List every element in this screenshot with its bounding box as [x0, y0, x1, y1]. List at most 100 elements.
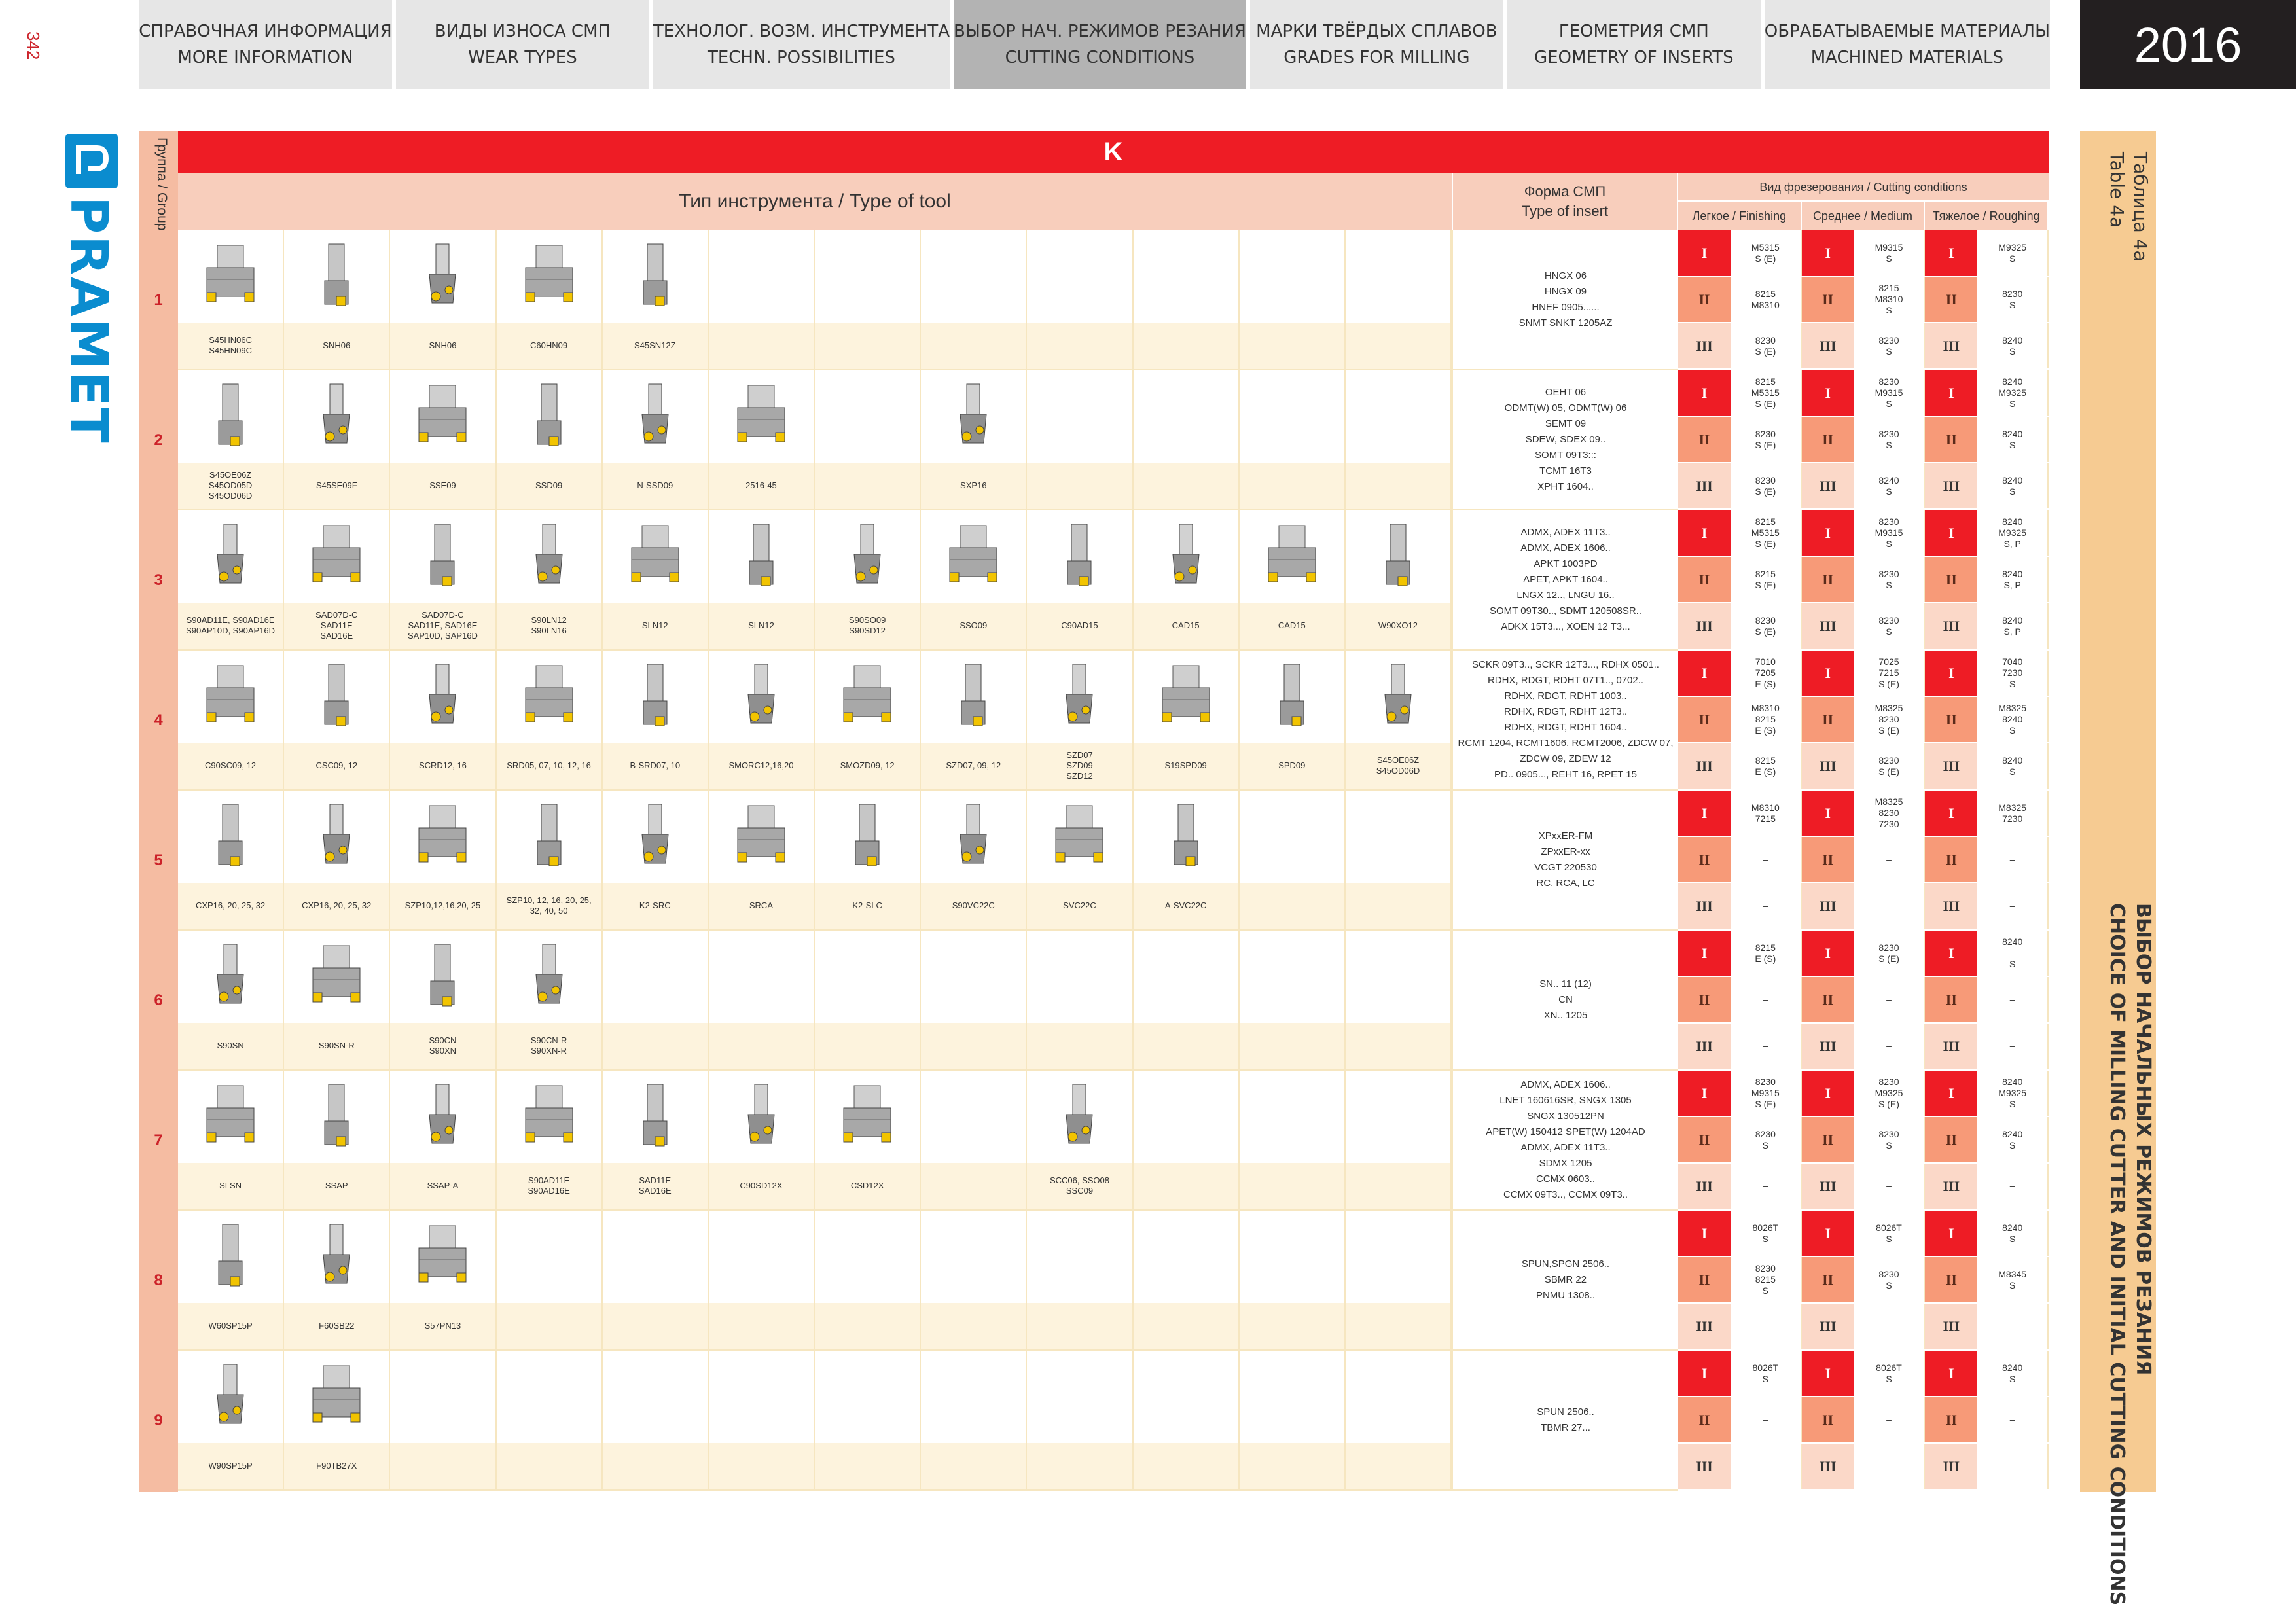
tool-image [390, 791, 495, 883]
tool-code: A-SVC22C [1133, 882, 1238, 929]
tool-code-line: S90SN-R [318, 1041, 355, 1051]
grade-level-row: II 8215 S (E) II 8230 S II 8240 S, P [1678, 557, 2049, 603]
tool-code [1133, 1022, 1238, 1069]
insert-type-line: ODMT(W) 05, ODMT(W) 06 [1504, 402, 1627, 414]
nav-tab-geometry-of-inserts[interactable]: ГЕОМЕТРИЯ СМП GEOMETRY OF INSERTS [1507, 0, 1761, 89]
tool-cell: N-SSD09 [602, 370, 709, 510]
milling-cutter-icon [312, 945, 361, 1003]
insert-type-line: SDMX 1205 [1539, 1158, 1592, 1169]
grade-value: M9315 S [1854, 230, 1926, 276]
tool-code-line: SRD05, 07, 10, 12, 16 [507, 760, 591, 771]
tool-cell [815, 1211, 922, 1351]
tool-code: SLSN [178, 1162, 283, 1209]
milling-cutter-icon [430, 944, 455, 1007]
milling-cutter-icon [960, 804, 987, 864]
grade-level-row: I 8026T S I 8026T S I 8240 S [1678, 1211, 2049, 1257]
nav-tab-machined-materials[interactable]: ОБРАБАТЫВАЕМЫЕ МАТЕРИАЛЫ MACHINED MATERIA… [1764, 0, 2051, 89]
nav-tab-more-information[interactable]: СПРАВОЧНАЯ ИНФОРМАЦИЯ MORE INFORMATION [139, 0, 392, 89]
insert-type-line: ADMX, ADEX 1606.. [1520, 1079, 1611, 1090]
tool-image [390, 230, 495, 323]
insert-type-line: RDHX, RDGT, RDHT 12T3.. [1503, 706, 1628, 717]
tool-cell: SZD07, 09, 12 [921, 651, 1028, 791]
tool-code [390, 1442, 495, 1489]
tool-image [284, 1071, 389, 1163]
tool-image [815, 1071, 920, 1163]
tool-cell [602, 931, 709, 1071]
tool-code [1239, 1442, 1344, 1489]
tool-image [1346, 510, 1450, 603]
tool-code [708, 1302, 814, 1349]
nav-tab-cutting-conditions[interactable]: ВЫБОР НАЧ. РЕЖИМОВ РЕЗАНИЯ CUTTING CONDIT… [953, 0, 1246, 89]
tool-cell: SSD09 [496, 370, 603, 510]
grade-level-row: II 8230 S II 8230 S II 8240 S [1678, 1117, 2049, 1164]
tool-image [178, 1071, 283, 1163]
nav-tab-ru: ГЕОМЕТРИЯ СМП [1558, 22, 1709, 41]
milling-cutter-icon [206, 245, 255, 302]
tool-image [709, 230, 814, 323]
tool-code-line: S90AD11E, S90AD16E [186, 615, 275, 626]
tool-cell [921, 931, 1028, 1071]
tool-code: 2516-45 [708, 462, 814, 509]
tool-cell: S90LN12 S90LN16 [496, 510, 603, 651]
insert-type-line: VCGT 220530 [1534, 862, 1597, 873]
group-row: 9 W90SP15P F90TB27X SPUN 2506.. TBMR 27... I 8… [139, 1351, 2049, 1491]
level-marker: I [1801, 370, 1854, 416]
level-marker: I [1801, 791, 1854, 836]
tool-code-line: SLSN [219, 1181, 242, 1191]
cutting-grades: I M5315 S (E) I M9315 S I M9325 S II 8215 M8310… [1678, 230, 2049, 370]
tool-image [390, 1071, 495, 1163]
table-header-row: Тип инструмента / Type of tool Форма СМП… [178, 173, 2049, 230]
tool-code: S90AD11E S90AD16E [496, 1162, 601, 1209]
tool-cell [1027, 1211, 1134, 1351]
tool-image [178, 510, 283, 603]
tool-cell: S90VC22C [921, 791, 1028, 931]
tool-cells: S90AD11E, S90AD16E S90AP10D, S90AP16D SAD0… [178, 510, 1452, 651]
grade-level-row: II 8230 8215 S II 8230 S II M8345 S [1678, 1257, 2049, 1304]
nav-tab-techn-possibilities[interactable]: ТЕХНОЛОГ. ВОЗМ. ИНСТРУМЕНТА TECHN. POSSIB… [653, 0, 950, 89]
tool-image [1027, 1211, 1132, 1303]
level-marker: III [1925, 603, 1978, 649]
tool-code-line: S19SPD09 [1164, 760, 1207, 771]
group-row: 3 S90AD11E, S90AD16E S90AP10D, S90AP16D SAD… [139, 510, 2049, 651]
tool-code: S90CN S90XN [390, 1022, 495, 1069]
milling-cutter-icon [418, 385, 467, 442]
tool-code-line: SAD11E, SAD16E [408, 620, 478, 631]
milling-cutter-icon [747, 664, 775, 724]
level-marker: III [1678, 1024, 1731, 1069]
tool-image [178, 1351, 283, 1443]
tool-image [921, 931, 1026, 1023]
insert-type-line: APET(W) 150412 SPET(W) 1204AD [1486, 1126, 1645, 1137]
level-marker: II [1925, 697, 1978, 742]
tool-cell: S45HN06C S45HN09C [178, 230, 285, 370]
level-marker: I [1801, 510, 1854, 556]
level-marker: II [1925, 977, 1978, 1022]
section-title-en: CHOICE OF MILLING CUTTER AND INITIAL CUT… [2106, 903, 2128, 1606]
tool-cells: CXP16, 20, 25, 32 CXP16, 20, 25, 32 SZP10,… [178, 791, 1452, 931]
tool-code [1239, 322, 1344, 369]
tool-cell: SZD07 SZD09 SZD12 [1027, 651, 1134, 791]
cutting-conditions-title: Вид фрезерования / Cutting conditions [1678, 173, 2049, 202]
nav-tab-wear-types[interactable]: ВИДЫ ИЗНОСА СМП WEAR TYPES [395, 0, 649, 89]
tool-cell [708, 230, 816, 370]
level-marker: II [1678, 977, 1731, 1022]
level-marker: I [1801, 931, 1854, 976]
grade-value: – [1854, 1444, 1926, 1489]
tool-image [1346, 1351, 1450, 1443]
level-marker: III [1925, 743, 1978, 789]
group-number: 6 [154, 991, 163, 1009]
tool-image [921, 510, 1026, 603]
group-row: 8 W60SP15P F60SB22 S57PN13 SPUN,SPGN 2506.. S… [139, 1211, 2049, 1351]
insert-type-line: HNGX 06 [1544, 270, 1587, 281]
nav-tab-grades-for-milling[interactable]: МАРКИ ТВЁРДЫХ СПЛАВОВ GRADES FOR MILLING [1249, 0, 1503, 89]
insert-type-ru: Форма СМП [1524, 183, 1606, 200]
group-row: 1 S45HN06C S45HN09C SNH06 SNH06 C60HN09 S45SN1… [139, 230, 2049, 370]
grade-value: 8230 S (E) [1854, 931, 1926, 976]
grade-value: M8310 8215 E (S) [1731, 697, 1802, 742]
insert-type-line: XPxxER-FM [1538, 830, 1593, 842]
tool-image [1027, 230, 1132, 323]
tool-code-line: CXP16, 20, 25, 32 [302, 901, 372, 911]
tool-cell: SRCA [708, 791, 816, 931]
tool-cell [1133, 370, 1240, 510]
grade-level-row: II – II – II – [1678, 977, 2049, 1024]
grade-value: – [1731, 1164, 1802, 1209]
